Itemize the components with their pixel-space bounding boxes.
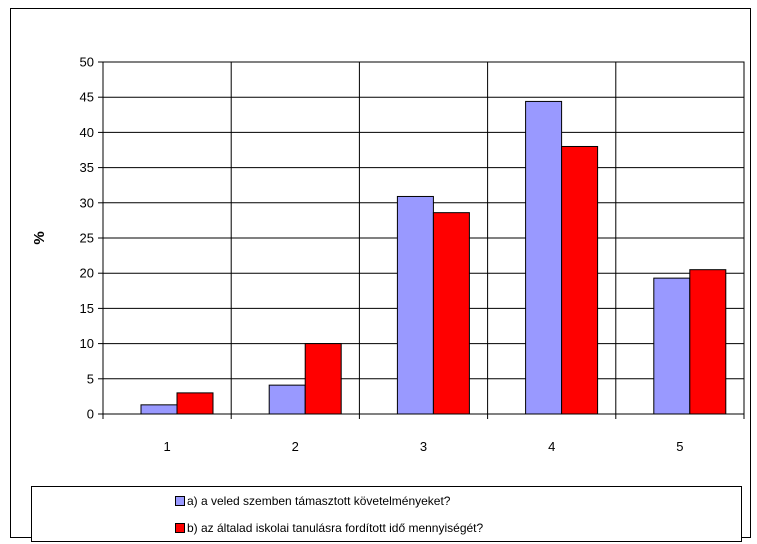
legend-label-series-b: b) az általad iskolai tanulásra fordítot… xyxy=(187,521,484,535)
bar-series-b-cat-4 xyxy=(561,145,599,415)
bar-series-b-cat-2 xyxy=(304,343,342,415)
y-tick-label-30: 30 xyxy=(80,195,94,210)
bar-series-a-cat-5 xyxy=(653,277,691,415)
x-tick-label-1: 1 xyxy=(163,439,170,454)
x-tick-label-4: 4 xyxy=(548,439,555,454)
bar-series-a-cat-1 xyxy=(140,404,178,415)
bar-series-b-cat-3 xyxy=(432,212,470,415)
x-tick-label-3: 3 xyxy=(420,439,427,454)
bar-series-b-cat-5 xyxy=(689,269,727,415)
x-tick-label-5: 5 xyxy=(676,439,683,454)
legend-item-series-b: b) az általad iskolai tanulásra fordítot… xyxy=(175,519,483,537)
y-tick-label-35: 35 xyxy=(80,160,94,175)
chart-area: 0 5 10 15 20 25 30 35 40 45 50 1 2 3 4 5 % xyxy=(10,8,751,538)
bar-series-a-cat-3 xyxy=(396,195,434,415)
x-tick-label-2: 2 xyxy=(292,439,299,454)
y-tick-label-10: 10 xyxy=(80,336,94,351)
y-tick-label-0: 0 xyxy=(87,407,94,422)
y-tick-label-25: 25 xyxy=(80,231,94,246)
legend-label-series-a: a) a veled szemben támasztott követelmén… xyxy=(187,494,451,508)
y-tick-label-40: 40 xyxy=(80,125,94,140)
bar-series-b-cat-1 xyxy=(176,392,214,415)
y-tick-label-45: 45 xyxy=(80,90,94,105)
y-tick-label-15: 15 xyxy=(80,301,94,316)
axes xyxy=(98,61,745,419)
y-tick-label-50: 50 xyxy=(80,55,94,70)
plot-border xyxy=(102,61,745,415)
legend-item-series-a: a) a veled szemben támasztott követelmén… xyxy=(175,492,450,510)
bar-series-a-cat-2 xyxy=(268,384,306,415)
legend-swatch-series-b xyxy=(175,523,185,533)
legend-swatch-series-a xyxy=(175,496,185,506)
y-axis-label: % xyxy=(31,231,48,244)
y-tick-label-20: 20 xyxy=(80,266,94,281)
legend: a) a veled szemben támasztott követelmén… xyxy=(31,486,742,542)
bar-series-a-cat-4 xyxy=(525,100,563,415)
y-tick-label-5: 5 xyxy=(87,371,94,386)
bars xyxy=(140,100,727,415)
